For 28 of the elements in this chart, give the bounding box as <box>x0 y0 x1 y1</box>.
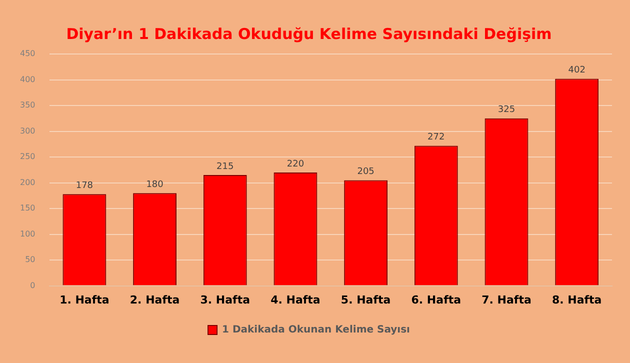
legend-label: 1 Dakikada Okunan Kelime Sayısı <box>222 324 410 336</box>
x-tick-label: 5. Hafta <box>340 293 391 306</box>
x-tick-label: 6. Hafta <box>411 293 462 306</box>
x-tick-label: 7. Hafta <box>482 293 532 306</box>
y-tick-label: 250 <box>20 152 36 162</box>
data-label: 220 <box>286 159 304 170</box>
data-label: 272 <box>428 132 445 143</box>
data-label: 180 <box>146 180 164 190</box>
data-label: 215 <box>216 162 234 172</box>
data-label: 325 <box>498 105 516 116</box>
x-tick-label: 1. Hafta <box>60 293 110 306</box>
data-label: 205 <box>357 167 374 178</box>
x-tick-label: 2. Hafta <box>130 293 180 306</box>
x-tick-label: 3. Hafta <box>200 293 250 306</box>
y-tick-label: 100 <box>20 229 36 238</box>
y-tick-label: 200 <box>20 178 36 187</box>
y-tick-label: 0 <box>30 280 36 290</box>
y-tick-label: 300 <box>20 126 36 136</box>
y-tick-label: 50 <box>25 255 36 264</box>
chart-title: Diyar’ın 1 Dakikada Okuduğu Kelime Sayısındaki Değişim <box>66 24 552 43</box>
y-tick-label: 150 <box>20 204 36 213</box>
y-tick-label: 350 <box>20 100 36 110</box>
y-tick-label: 400 <box>20 74 36 84</box>
data-label: 402 <box>568 66 586 76</box>
y-tick-label: 450 <box>20 49 36 58</box>
x-tick-label: 8. Hafta <box>552 293 602 306</box>
data-label: 178 <box>76 180 94 191</box>
x-tick-label: 4. Hafta <box>270 293 320 306</box>
